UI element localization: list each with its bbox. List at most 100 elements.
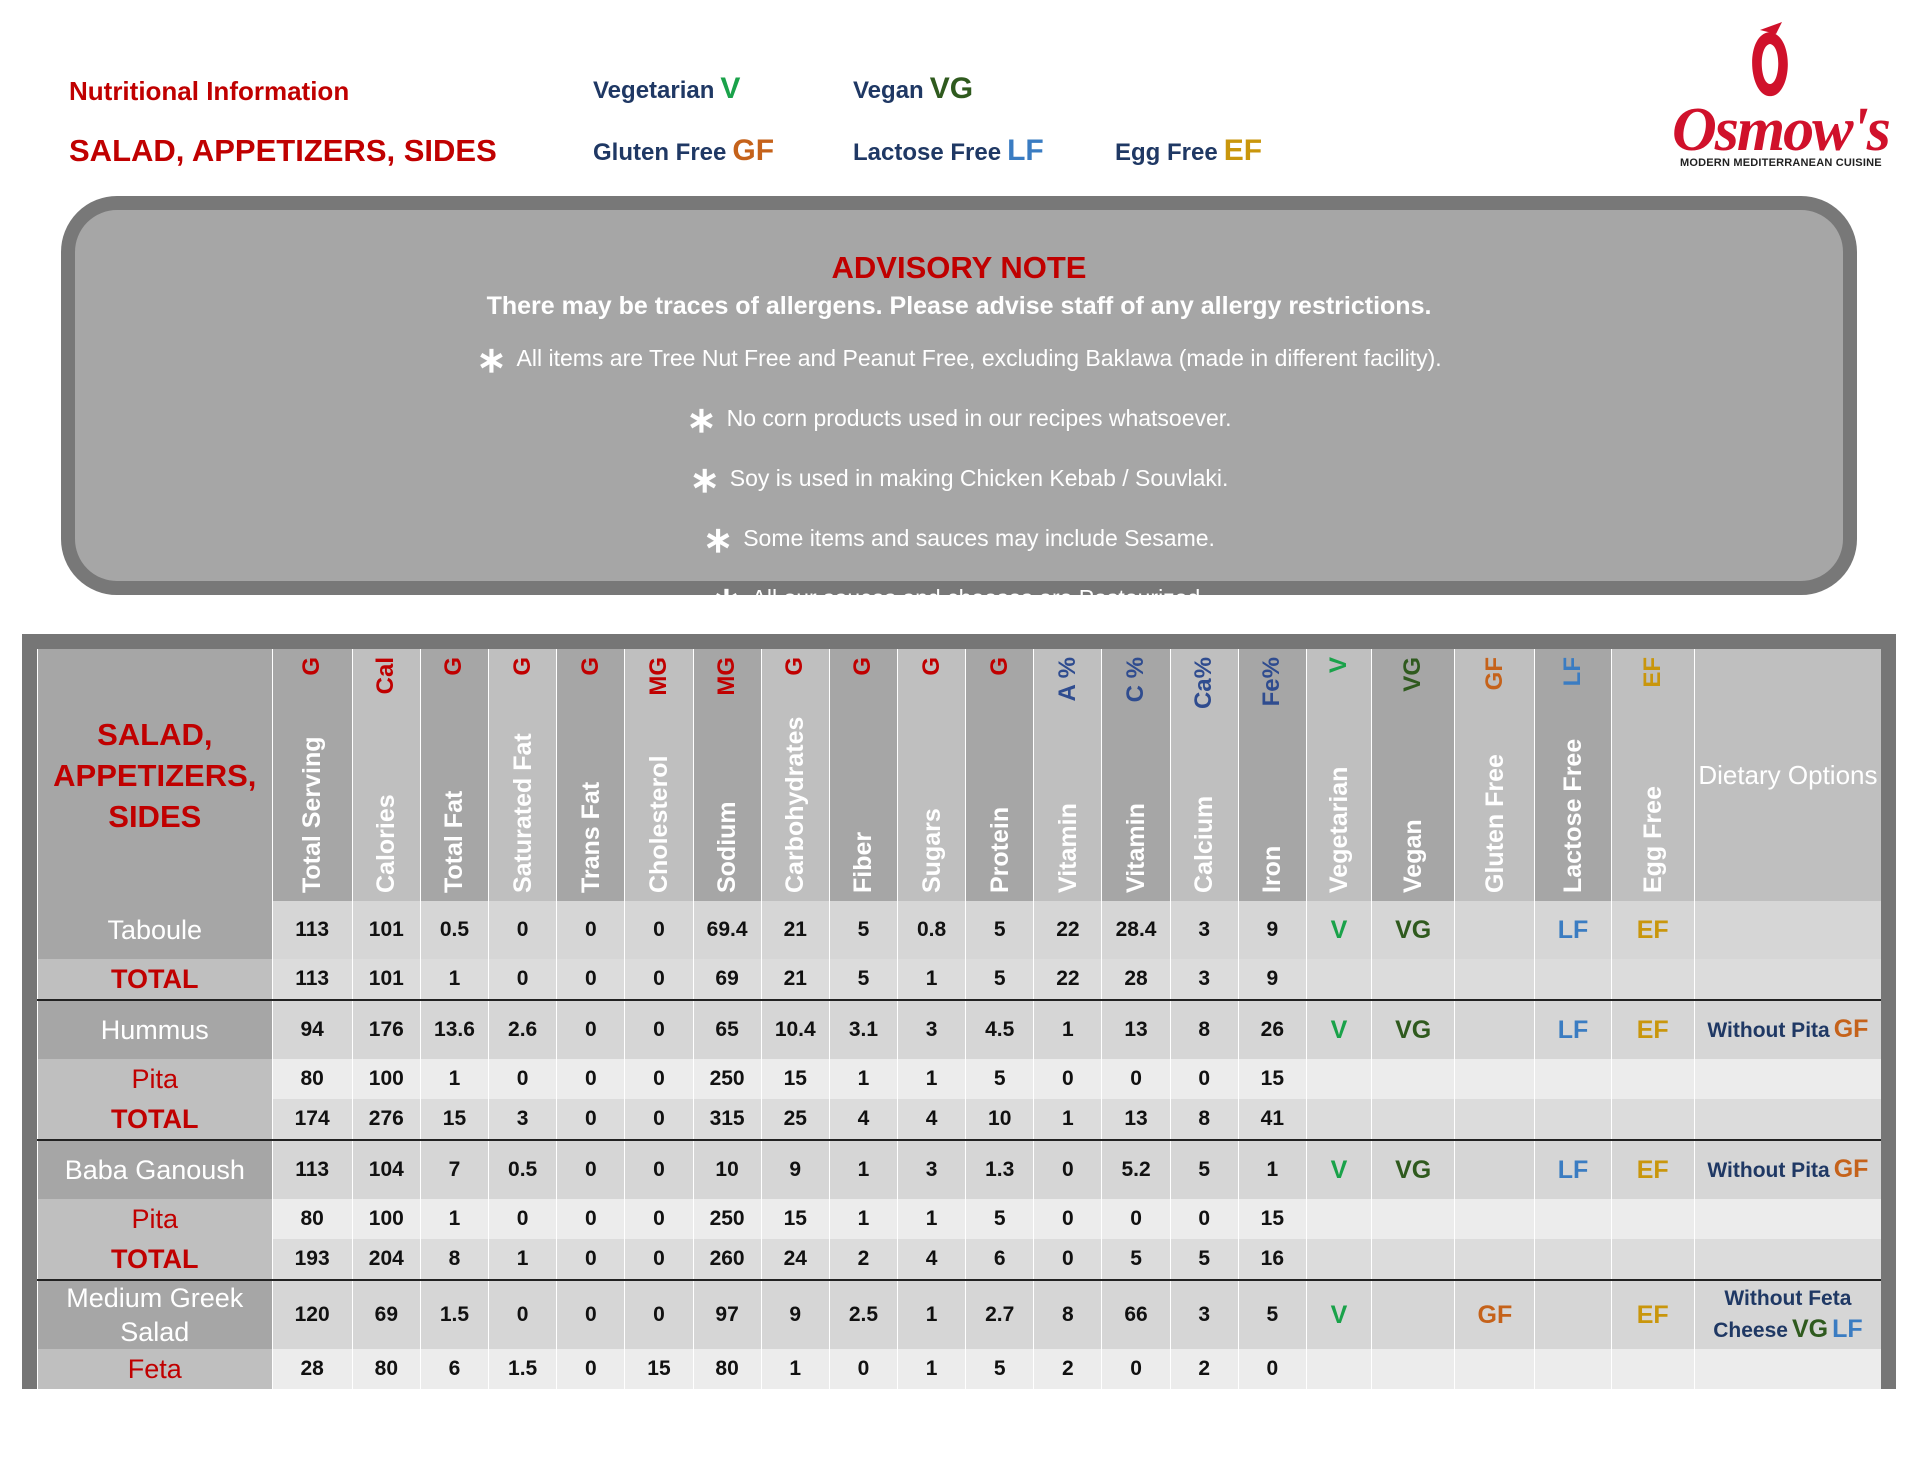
column-header: Carbohydrates G [760, 649, 830, 901]
diet-cell [1534, 1059, 1612, 1099]
value-cell: 5.2 [1101, 1139, 1171, 1199]
diet-cell [1305, 1349, 1372, 1389]
diet-cell [1610, 959, 1695, 1000]
diet-cell [1454, 959, 1535, 1000]
header-label: Sugars G [914, 657, 950, 893]
diet-cell: LF [1534, 901, 1612, 959]
value-cell: 10 [692, 1139, 762, 1199]
column-unit: G [440, 657, 468, 676]
value-cell: 22 [1033, 959, 1102, 1000]
header-row: SALAD, APPETIZERS, SIDES Total Serving G Ca… [37, 649, 1881, 901]
value-cell: 120 [271, 1279, 353, 1349]
diet-cell [1305, 1199, 1372, 1239]
value-cell: 7 [419, 1139, 489, 1199]
advisory-lead: There may be traces of allergens. Please… [486, 292, 1432, 320]
advisory-item: ∗ All our sauces and cheeses are Pasteuri… [75, 579, 1843, 621]
advisory-item: ∗ Soy is used in making Chicken Kebab / S… [75, 459, 1843, 501]
column-name: Sugars [917, 808, 946, 893]
header-label: Total Fat G [436, 657, 472, 893]
value-cell: 2.7 [965, 1279, 1034, 1349]
value-cell: 8 [1169, 999, 1239, 1059]
legend-item: Lactose Free LF [853, 134, 1044, 168]
value-cell: 0 [1101, 1199, 1171, 1239]
item-row: Hummus 94 176 13.6 2.6 0 0 65 10.4 3.1 3 4.5 1 13 8 26 V… [37, 999, 1881, 1059]
row-name: Feta [37, 1349, 273, 1389]
column-name: Iron [1257, 845, 1286, 893]
column-name: Calories [371, 794, 400, 893]
advisory-item: ∗ All items are Tree Nut Free and Peanut … [75, 339, 1843, 381]
value-cell: 0 [624, 1199, 694, 1239]
options-cell [1693, 1349, 1881, 1389]
value-cell: 3 [1169, 901, 1239, 959]
value-cell: 1 [896, 1199, 966, 1239]
value-cell: 2.6 [488, 999, 557, 1059]
value-cell: 3.1 [828, 999, 898, 1059]
value-cell: 5 [1101, 1239, 1171, 1280]
row-name: Hummus [37, 999, 273, 1059]
value-cell: 80 [271, 1199, 353, 1239]
value-cell: 1 [896, 959, 966, 1000]
bullet-star: ∗ [689, 459, 720, 500]
column-unit: VG [1399, 657, 1427, 692]
header-label: Vitamin A % [1050, 657, 1086, 893]
column-unit: Cal [372, 657, 400, 695]
value-cell: 0.5 [419, 901, 489, 959]
row-name: Pita [37, 1059, 273, 1099]
column-unit: LF [1559, 657, 1587, 687]
bullet-star: ∗ [476, 339, 507, 380]
bullet-star: ∗ [686, 399, 717, 440]
advisory-box: ADVISORY NOTE There may be traces of all… [61, 196, 1857, 620]
value-cell: 101 [351, 959, 421, 1000]
value-cell: 1 [896, 1349, 966, 1389]
value-cell: 5 [965, 901, 1034, 959]
options-cell: Without Pita GF [1693, 1139, 1881, 1199]
diet-cell [1371, 1279, 1455, 1349]
diet-cell [1610, 1239, 1695, 1280]
value-cell: 0 [488, 1059, 557, 1099]
value-cell: 276 [351, 1099, 421, 1140]
diet-cell: VG [1371, 901, 1455, 959]
value-cell: 0 [556, 1199, 625, 1239]
diet-cell [1371, 1059, 1455, 1099]
diet-cell [1454, 1199, 1535, 1239]
value-cell: 65 [692, 999, 762, 1059]
value-cell: 0.5 [488, 1139, 557, 1199]
total-row: TOTAL 193 204 8 1 0 0 260 24 2 4 6 0 5 5 16 [37, 1239, 1881, 1280]
table-title: SALAD, APPETIZERS, SIDES [37, 649, 273, 901]
value-cell: 315 [692, 1099, 762, 1140]
legend-code: VG [929, 72, 974, 105]
value-cell: 0 [1033, 1239, 1102, 1280]
value-cell: 174 [271, 1099, 353, 1140]
column-name: Vitamin [1121, 803, 1150, 893]
value-cell: 0 [556, 1279, 625, 1349]
option-text: Without Pita [1707, 1019, 1830, 1042]
value-cell: 10 [965, 1099, 1034, 1140]
header-label: Gluten Free GF [1477, 657, 1513, 893]
value-cell: 16 [1237, 1239, 1307, 1280]
value-cell: 1 [419, 1059, 489, 1099]
column-unit: G [985, 657, 1013, 676]
logo-name: Osmow's [1672, 96, 1891, 164]
value-cell: 2 [828, 1239, 898, 1280]
options-header: Dietary Options [1693, 649, 1881, 901]
value-cell: 1 [1033, 999, 1102, 1059]
value-cell: 4.5 [965, 999, 1034, 1059]
value-cell: 41 [1237, 1099, 1307, 1140]
value-cell: 22 [1033, 901, 1102, 959]
value-cell: 1 [419, 1199, 489, 1239]
advisory-item: ∗ Some items and sauces may include Sesam… [75, 519, 1843, 561]
column-unit: Fe% [1258, 657, 1286, 707]
diet-cell [1610, 1199, 1695, 1239]
value-cell: 9 [760, 1139, 830, 1199]
header-label: Cholesterol MG [641, 657, 677, 893]
legend-label: Vegetarian [593, 77, 715, 104]
value-cell: 1 [419, 959, 489, 1000]
column-header: Egg Free EF [1610, 649, 1695, 901]
value-cell: 5 [1169, 1239, 1239, 1280]
option-code: LF [1832, 1315, 1863, 1343]
option-code: GF [1833, 1155, 1869, 1183]
value-cell: 10.4 [760, 999, 830, 1059]
options-cell [1693, 1199, 1881, 1239]
column-header: Trans Fat G [556, 649, 625, 901]
advisory-list: ∗ All items are Tree Nut Free and Peanut … [75, 339, 1843, 621]
